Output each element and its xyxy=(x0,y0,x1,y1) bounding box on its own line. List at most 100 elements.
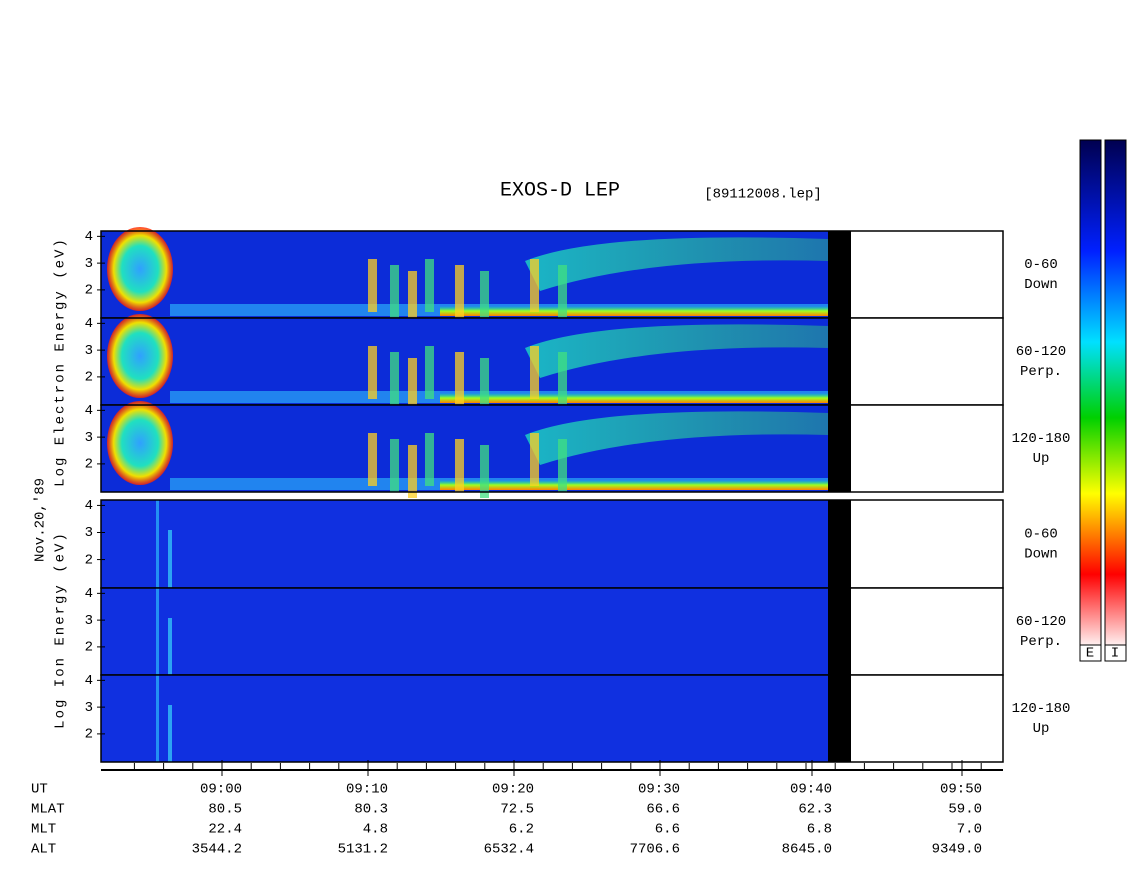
spectrogram-feature xyxy=(530,259,539,312)
panel-frame xyxy=(100,404,1004,493)
panel-frame xyxy=(100,674,1004,763)
row-value: 09:10 xyxy=(346,782,388,798)
row-value: 5131.2 xyxy=(338,842,388,858)
empty-region xyxy=(851,500,1003,588)
row-value: 6.8 xyxy=(807,822,832,838)
spectrogram-feature xyxy=(480,358,489,411)
spectrogram-feature xyxy=(525,411,828,465)
row-value: 80.5 xyxy=(208,802,242,818)
spectrogram-feature xyxy=(390,439,399,492)
data-gap xyxy=(828,231,851,318)
panel-direction: Up xyxy=(1033,721,1050,737)
spectrogram-feature xyxy=(525,237,828,291)
data-gap xyxy=(828,675,851,762)
y-tick-label: 2 xyxy=(85,727,93,743)
spectrogram-feature xyxy=(408,445,417,498)
row-value: 09:20 xyxy=(492,782,534,798)
y-tick-label: 4 xyxy=(85,673,93,689)
row-value: 6532.4 xyxy=(484,842,534,858)
spectrogram-feature xyxy=(368,259,377,312)
color-bar-box xyxy=(1079,644,1102,662)
panel-range: 60-120 xyxy=(1016,344,1066,360)
row-value: 59.0 xyxy=(948,802,982,818)
y-tick-label: 3 xyxy=(85,343,93,359)
y-tick-label: 4 xyxy=(85,586,93,602)
spectrogram-feature xyxy=(408,271,417,324)
row-value: 7.0 xyxy=(957,822,982,838)
spectrogram xyxy=(101,675,828,762)
spectrogram xyxy=(101,588,828,675)
empty-region xyxy=(851,405,1003,492)
y-tick-label: 4 xyxy=(85,229,93,245)
spectrogram-feature xyxy=(480,445,489,498)
date-label: Nov.20,'89 xyxy=(33,478,49,562)
row-value: 9349.0 xyxy=(932,842,982,858)
panel-direction: Perp. xyxy=(1020,364,1062,380)
color-bar-label: I xyxy=(1111,646,1119,662)
data-gap xyxy=(828,588,851,675)
empty-region xyxy=(851,588,1003,675)
spectrogram-feature xyxy=(168,705,172,762)
data-gap xyxy=(828,405,851,492)
empty-region xyxy=(851,675,1003,762)
row-value: 09:00 xyxy=(200,782,242,798)
row-name: MLAT xyxy=(31,802,65,818)
panel-direction: Down xyxy=(1024,547,1058,563)
y-tick-label: 2 xyxy=(85,283,93,299)
spectrogram-feature xyxy=(440,393,828,403)
spectrogram-feature xyxy=(408,358,417,411)
row-value: 3544.2 xyxy=(192,842,242,858)
panel-range: 60-120 xyxy=(1016,614,1066,630)
row-value: 22.4 xyxy=(208,822,242,838)
color-bar-label: E xyxy=(1086,646,1094,662)
spectrogram-feature xyxy=(107,401,173,485)
y-tick-label: 2 xyxy=(85,640,93,656)
spectrogram-feature xyxy=(480,271,489,324)
spectrogram-feature xyxy=(390,265,399,318)
row-value: 80.3 xyxy=(354,802,388,818)
y-tick-label: 2 xyxy=(85,457,93,473)
spectrogram-feature xyxy=(530,346,539,399)
color-bar-box xyxy=(1104,644,1127,662)
row-value: 09:40 xyxy=(790,782,832,798)
panel-range: 120-180 xyxy=(1012,431,1071,447)
spectrogram-feature xyxy=(530,433,539,486)
color-bar xyxy=(1104,139,1127,646)
spectrogram-feature xyxy=(440,480,828,490)
spectrogram-feature xyxy=(156,500,159,588)
electron-axis-label: Log Electron Energy (eV) xyxy=(53,237,69,487)
file-name: [89112008.lep] xyxy=(704,187,822,203)
spectrogram-feature xyxy=(425,433,434,486)
y-tick-label: 3 xyxy=(85,430,93,446)
spectrogram-feature xyxy=(168,618,172,675)
ion-axis-label: Log Ion Energy (eV) xyxy=(53,531,69,729)
panel-range: 0-60 xyxy=(1024,257,1058,273)
panel-direction: Down xyxy=(1024,277,1058,293)
spectrogram-feature xyxy=(107,227,173,311)
row-value: 09:30 xyxy=(638,782,680,798)
row-value: 66.6 xyxy=(646,802,680,818)
y-tick-label: 4 xyxy=(85,498,93,514)
row-name: MLT xyxy=(31,822,56,838)
title: EXOS-D LEP xyxy=(500,179,620,202)
color-bar xyxy=(1079,139,1102,646)
row-name: UT xyxy=(31,782,48,798)
spectrogram-feature xyxy=(558,439,567,492)
spectrogram-feature xyxy=(455,352,464,405)
y-tick-label: 3 xyxy=(85,700,93,716)
spectrogram-feature xyxy=(156,588,159,675)
y-tick-label: 4 xyxy=(85,316,93,332)
spectrogram-feature xyxy=(455,265,464,318)
y-tick-label: 3 xyxy=(85,613,93,629)
y-tick-label: 3 xyxy=(85,256,93,272)
panel-direction: Up xyxy=(1033,451,1050,467)
y-tick-label: 2 xyxy=(85,552,93,568)
row-value: 4.8 xyxy=(363,822,388,838)
y-tick-label: 3 xyxy=(85,525,93,541)
row-value: 09:50 xyxy=(940,782,982,798)
empty-region xyxy=(851,318,1003,405)
row-name: ALT xyxy=(31,842,56,858)
spectrogram-feature xyxy=(440,306,828,316)
panel-range: 0-60 xyxy=(1024,527,1058,543)
